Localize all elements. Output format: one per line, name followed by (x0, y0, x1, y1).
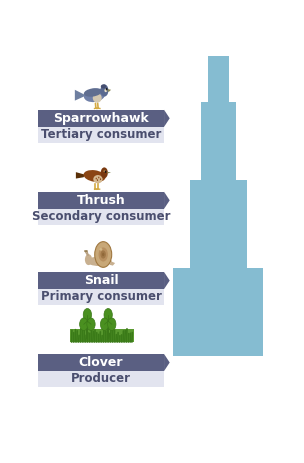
Polygon shape (164, 354, 170, 371)
Circle shape (85, 250, 86, 252)
Circle shape (100, 178, 101, 180)
Bar (38, 289, 164, 305)
Text: Sparrowhawk: Sparrowhawk (53, 112, 149, 125)
Text: Tertiary consumer: Tertiary consumer (41, 128, 161, 141)
Circle shape (97, 179, 98, 181)
Polygon shape (109, 261, 115, 266)
Bar (38, 371, 164, 387)
Circle shape (104, 308, 112, 321)
Circle shape (101, 168, 108, 178)
Circle shape (102, 253, 104, 257)
Bar (38, 110, 164, 127)
Circle shape (100, 318, 109, 331)
Bar (70, 329, 134, 342)
Circle shape (83, 308, 92, 321)
Circle shape (86, 250, 88, 252)
Circle shape (105, 170, 106, 173)
Text: Primary consumer: Primary consumer (41, 290, 161, 303)
Text: Clover: Clover (79, 356, 123, 369)
Circle shape (96, 178, 97, 180)
Ellipse shape (103, 170, 106, 172)
Circle shape (95, 242, 112, 267)
Circle shape (108, 318, 116, 331)
Text: Secondary consumer: Secondary consumer (32, 210, 170, 223)
Bar (38, 126, 164, 143)
Bar (38, 354, 164, 371)
Polygon shape (107, 172, 111, 174)
Ellipse shape (104, 89, 107, 92)
Circle shape (98, 247, 108, 262)
Bar (38, 208, 164, 225)
Ellipse shape (87, 257, 112, 266)
Circle shape (101, 250, 106, 259)
Bar (190, 180, 247, 268)
Circle shape (98, 176, 99, 178)
Bar (201, 102, 236, 180)
Circle shape (80, 318, 88, 331)
Circle shape (106, 88, 108, 90)
Polygon shape (76, 172, 85, 179)
Text: Snail: Snail (84, 274, 118, 287)
Circle shape (100, 84, 109, 97)
Ellipse shape (93, 93, 102, 103)
Text: Thrush: Thrush (77, 194, 125, 207)
Ellipse shape (84, 170, 105, 182)
Circle shape (85, 254, 92, 265)
Ellipse shape (99, 248, 102, 250)
Polygon shape (108, 89, 111, 92)
Ellipse shape (84, 88, 102, 97)
Polygon shape (164, 272, 170, 289)
Bar (208, 56, 229, 102)
Polygon shape (75, 90, 86, 100)
Polygon shape (164, 110, 170, 127)
Bar (174, 268, 263, 356)
Circle shape (87, 318, 95, 331)
Bar (38, 192, 164, 209)
Ellipse shape (84, 88, 105, 102)
Bar (38, 272, 164, 289)
Text: Producer: Producer (71, 372, 131, 385)
Polygon shape (164, 192, 170, 209)
Ellipse shape (101, 84, 106, 88)
Ellipse shape (93, 175, 103, 183)
Bar (216, 56, 221, 102)
